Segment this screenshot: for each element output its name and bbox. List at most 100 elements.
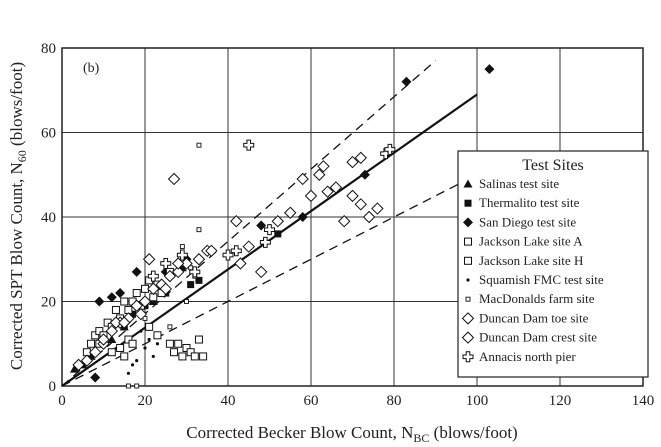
data-point [401, 76, 412, 87]
x-tick-label: 140 [632, 393, 655, 409]
data-point [143, 346, 147, 350]
data-point [165, 339, 174, 348]
data-point [178, 352, 187, 361]
legend-box [457, 150, 649, 378]
data-point [195, 276, 203, 284]
data-point [354, 151, 368, 165]
y-axis-label-unit: (blows/foot) [7, 62, 26, 150]
data-point [87, 339, 96, 348]
data-point [138, 295, 152, 308]
data-point [159, 282, 172, 296]
x-tick-label: 40 [221, 393, 236, 409]
data-point [354, 198, 368, 211]
data-point [329, 181, 343, 194]
legend-item-label: MacDonalds farm site [479, 291, 595, 306]
data-point [125, 383, 131, 389]
data-point [135, 359, 139, 363]
legend-marker [464, 256, 472, 265]
data-point [384, 143, 396, 155]
data-point [362, 210, 376, 224]
data-point [109, 316, 123, 329]
legend-marker [465, 296, 471, 302]
data-point [107, 348, 116, 357]
y-tick-label: 20 [41, 295, 56, 311]
data-point [171, 265, 185, 279]
data-point [297, 212, 308, 222]
data-point [171, 257, 185, 270]
data-point [174, 339, 183, 348]
panel-label: (b) [83, 61, 100, 76]
data-point [230, 245, 242, 257]
data-point [142, 253, 156, 266]
data-point [189, 266, 201, 278]
data-point [304, 189, 318, 203]
data-point [153, 331, 162, 340]
x-tick-label: 20 [138, 393, 153, 409]
y-axis-label-sub: 60 [15, 150, 29, 162]
data-point [222, 249, 234, 261]
data-point [124, 335, 133, 344]
data-point [130, 299, 143, 312]
legend-marker [464, 199, 472, 207]
data-point [151, 354, 155, 359]
data-point [192, 253, 206, 266]
data-point [186, 348, 195, 357]
data-point [120, 297, 129, 306]
data-point [155, 342, 160, 346]
trend-line-bound [61, 169, 486, 387]
data-point [196, 227, 202, 233]
legend-marker [464, 237, 472, 246]
legend-items: Salinas test site Thermalito test site San… [461, 176, 604, 364]
data-point [97, 333, 110, 346]
data-point [107, 335, 117, 344]
data-point [230, 215, 243, 228]
data-point [147, 337, 151, 342]
trend-line-bound [61, 60, 436, 387]
data-point [271, 215, 285, 228]
x-axis-label-unit: (blows/foot) [429, 423, 517, 442]
data-point [129, 310, 137, 318]
data-point [313, 168, 326, 181]
data-point [256, 220, 267, 231]
x-tick-label: 80 [387, 393, 402, 409]
x-tick-label: 100 [466, 393, 489, 409]
data-point [145, 322, 154, 331]
legend-item-label: Duncan Dam crest site [479, 330, 597, 345]
data-point [142, 315, 148, 321]
data-point [180, 257, 193, 270]
data-point [120, 352, 129, 361]
x-tick-label: 0 [58, 393, 66, 409]
data-point [80, 354, 94, 367]
data-point [118, 316, 131, 329]
data-point [160, 257, 172, 269]
y-tick-label: 60 [41, 126, 56, 142]
data-point [147, 270, 159, 282]
legend-marker [463, 217, 473, 228]
data-point [116, 343, 125, 352]
legend-item-label: Salinas test site [479, 176, 559, 191]
legend-marker [466, 278, 470, 282]
x-axis-label-sub: BC [413, 431, 429, 445]
y-tick-label: 80 [41, 41, 56, 57]
legend-marker [461, 312, 475, 325]
data-point [105, 324, 119, 338]
y-tick-label: 40 [41, 210, 56, 226]
data-point [69, 364, 79, 373]
data-point [130, 363, 135, 367]
y-axis-label-main: Corrected SPT Blow Count, N [7, 162, 26, 370]
data-point [132, 289, 141, 298]
data-point [371, 202, 384, 215]
data-point [242, 240, 255, 253]
data-point [128, 339, 137, 348]
data-point [194, 335, 203, 344]
x-tick-label: 60 [304, 393, 319, 409]
data-point [296, 172, 309, 186]
data-point [163, 269, 177, 283]
data-point [126, 371, 130, 375]
data-point [95, 327, 104, 336]
y-tick-label: 0 [49, 379, 57, 395]
legend-marker [462, 351, 474, 363]
data-point [88, 345, 102, 359]
tick-labels-layer: 0 20 40 60 80 100 120 140 0 20 40 60 80 [41, 41, 654, 409]
data-point [134, 307, 148, 321]
